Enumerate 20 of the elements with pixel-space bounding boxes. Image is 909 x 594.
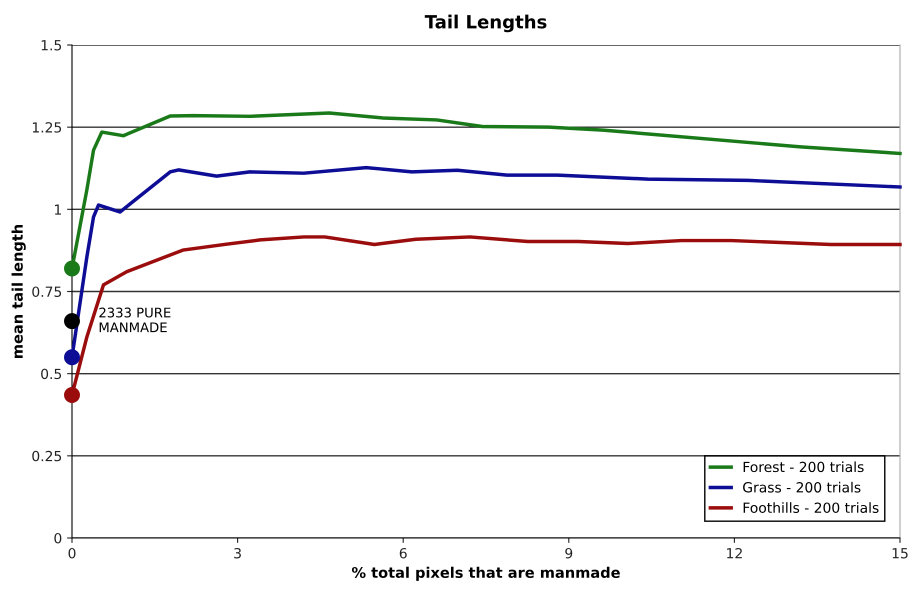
legend-label: Foothills - 200 trials [744,502,879,513]
chart-title: Tail Lengths [424,14,546,32]
y-tick-label: 0.75 [32,286,62,297]
y-tick-label: 0 [54,532,62,544]
x-tick-label: 0 [68,548,76,558]
x-tick-label: 9 [565,548,572,558]
x-tick-label: 12 [727,548,742,558]
y-axis-title: mean tail length [12,224,26,358]
x-axis-title: % total pixels that are manmade [352,566,620,581]
legend-label: Forest - 200 trials [744,461,864,472]
x-tick-label: 6 [400,548,407,558]
y-tick-label: 0.5 [41,368,62,380]
y-tick-label: 0.25 [32,450,62,462]
y-tick-label: 1.5 [42,40,62,50]
y-tick-label: 1.25 [32,122,62,133]
y-tick-label: 1 [54,204,61,215]
legend-label: Grass - 200 trials [743,482,860,493]
annotation: 2333 PURE MANMADE [99,308,170,332]
x-tick-label: 3 [234,548,241,558]
x-tick-label: 15 [892,548,908,558]
